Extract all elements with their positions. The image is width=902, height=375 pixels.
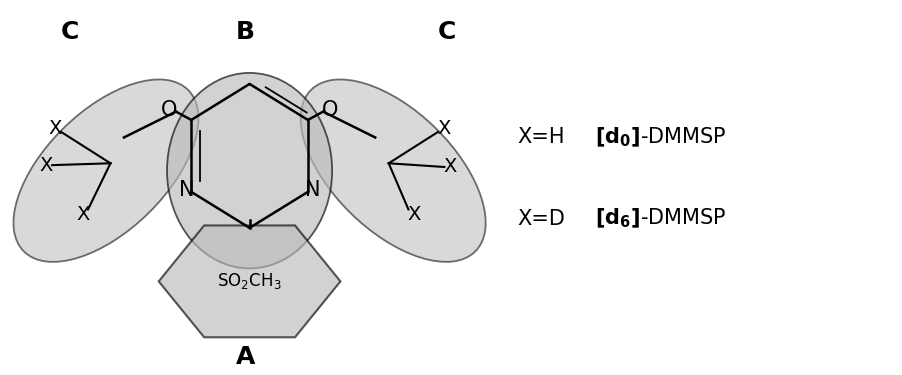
Text: $\mathbf{[d_0]\text{-DMMSP}}$: $\mathbf{[d_0]\text{-DMMSP}}$ <box>594 126 726 149</box>
Text: C: C <box>60 20 79 44</box>
Text: N: N <box>304 180 319 200</box>
Text: A: A <box>235 345 254 369</box>
Text: X: X <box>437 119 450 138</box>
Ellipse shape <box>14 80 198 262</box>
Text: X: X <box>48 119 61 138</box>
Text: X: X <box>407 206 420 225</box>
Text: X: X <box>39 156 52 175</box>
Text: X=H: X=H <box>517 128 564 147</box>
Ellipse shape <box>167 73 332 268</box>
Text: O: O <box>322 100 338 120</box>
Polygon shape <box>159 225 340 337</box>
Text: N: N <box>179 180 194 200</box>
Ellipse shape <box>300 80 485 262</box>
Text: $\mathbf{[d_6]\text{-DMMSP}}$: $\mathbf{[d_6]\text{-DMMSP}}$ <box>594 207 726 230</box>
Text: SO$_2$CH$_3$: SO$_2$CH$_3$ <box>217 272 281 291</box>
Text: B: B <box>235 20 254 44</box>
Text: X=D: X=D <box>517 209 565 229</box>
Text: X: X <box>443 158 456 177</box>
Text: X: X <box>77 206 90 225</box>
Text: O: O <box>161 100 177 120</box>
Text: C: C <box>437 20 456 44</box>
